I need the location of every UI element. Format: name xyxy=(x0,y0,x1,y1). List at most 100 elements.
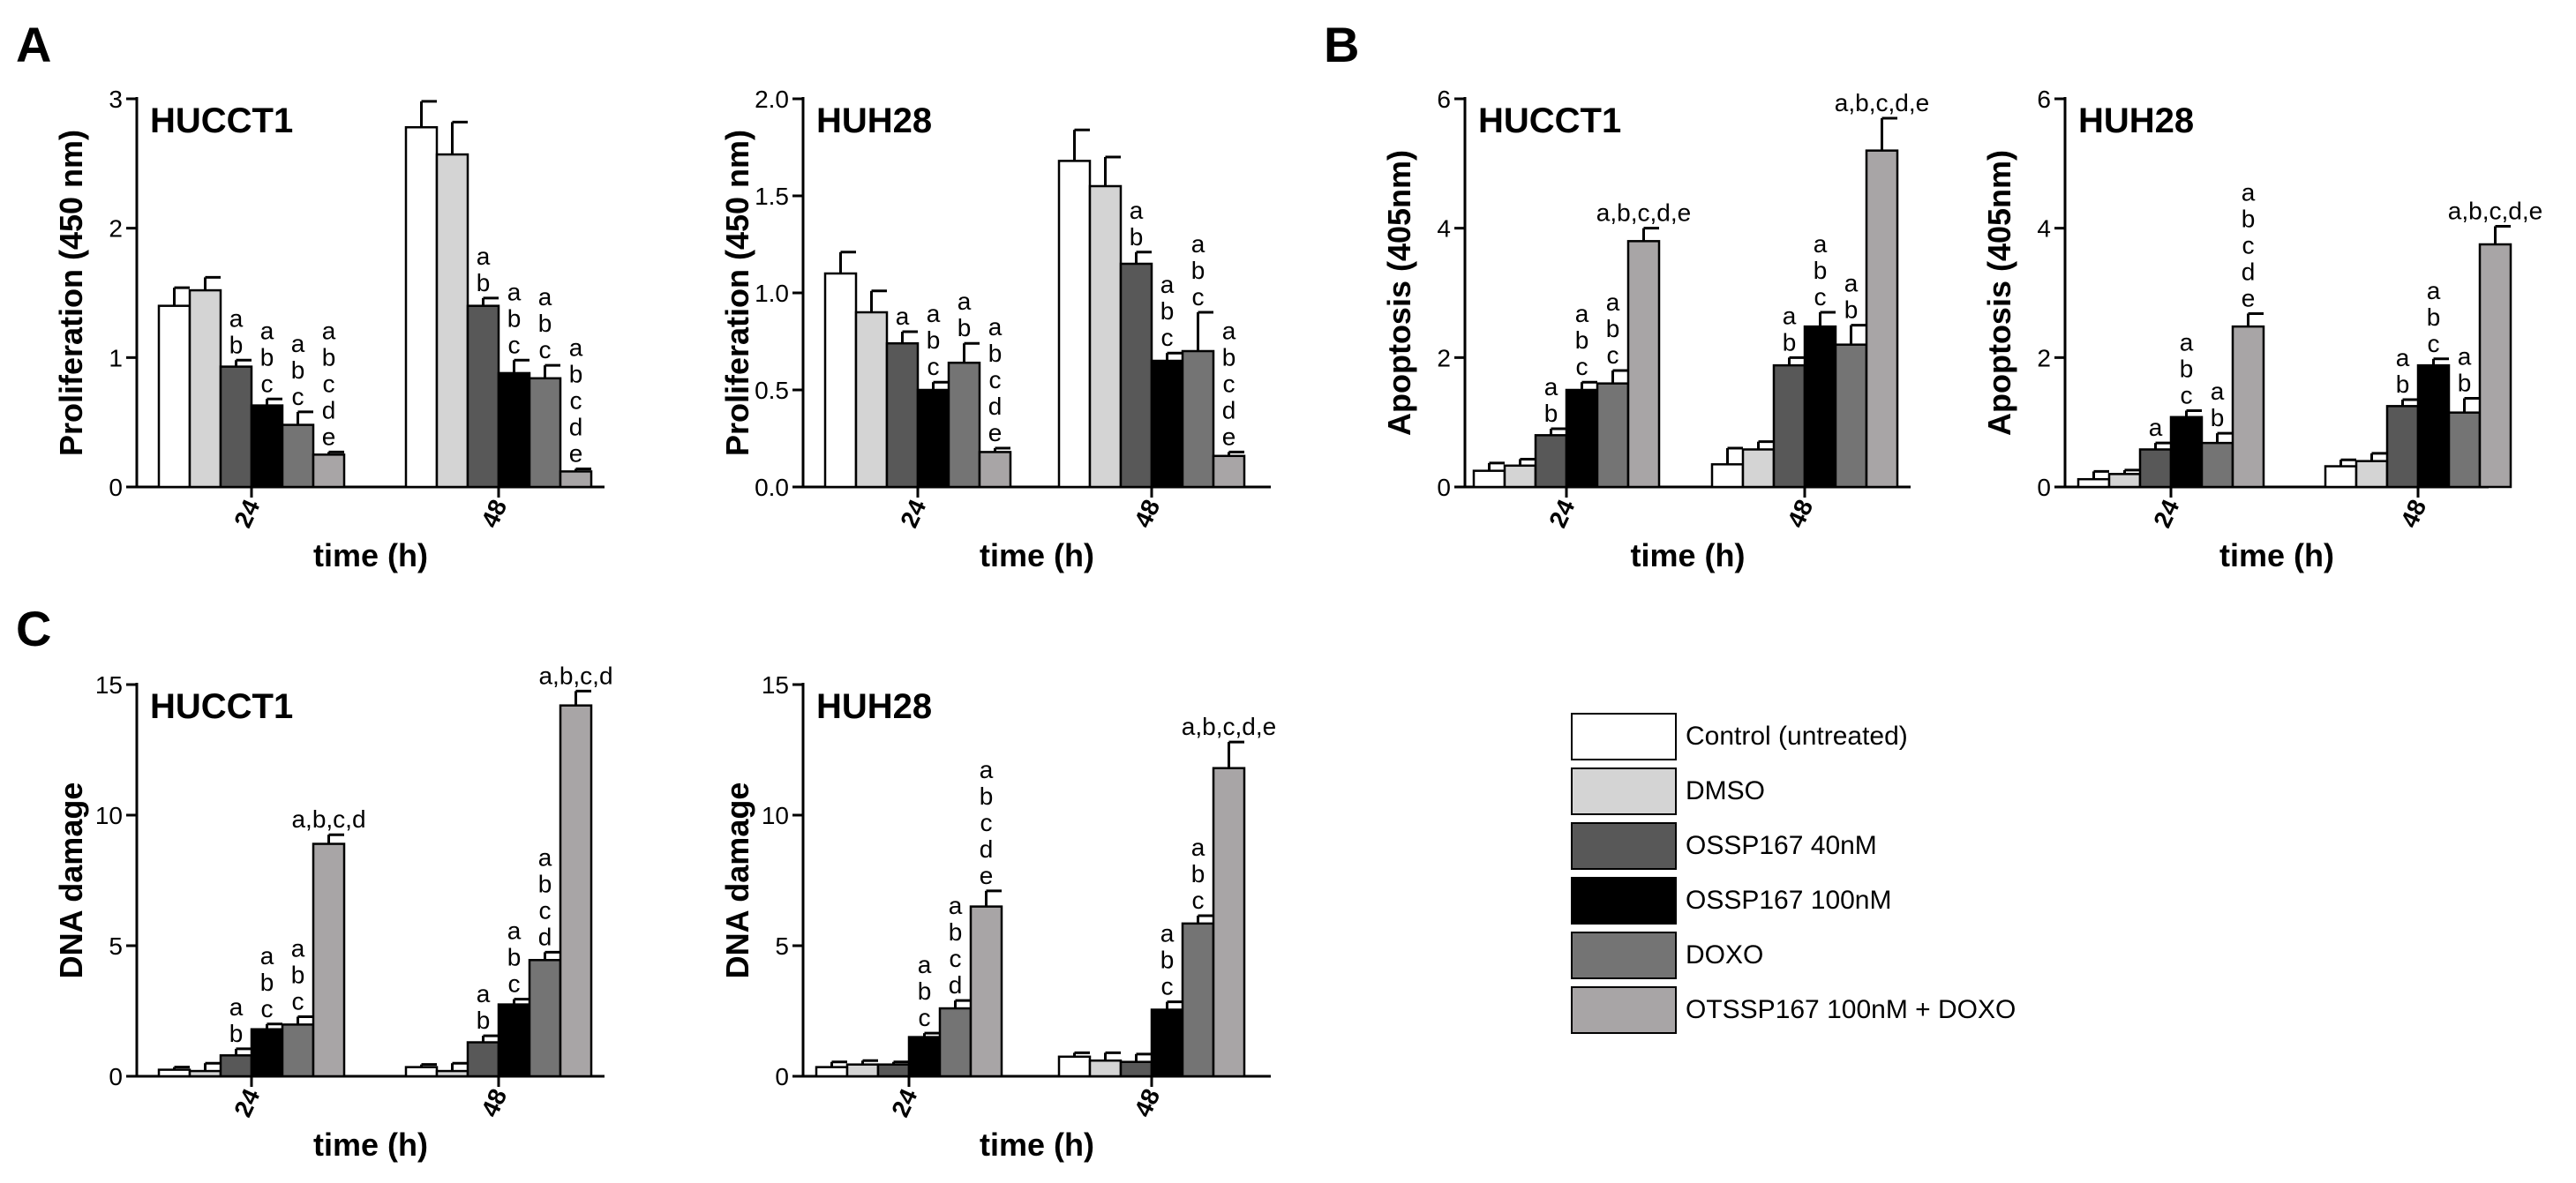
significance-label: c xyxy=(539,336,552,363)
x-tick-label: 48 xyxy=(1129,495,1165,531)
bar xyxy=(281,423,315,489)
significance-label: c xyxy=(2242,231,2255,258)
significance-label: c xyxy=(508,970,521,998)
bar xyxy=(1741,448,1776,489)
significance-label: a,b,c,d,e xyxy=(1835,89,1929,116)
significance-label: a xyxy=(507,278,522,305)
bar xyxy=(2077,477,2111,489)
bar xyxy=(1710,463,1745,489)
significance-label: a xyxy=(980,756,994,783)
legend-item: OSSP167 40nM xyxy=(1571,822,2100,872)
y-tick-label: 5 xyxy=(109,932,123,960)
bar xyxy=(157,304,192,489)
significance-label: a xyxy=(918,951,932,978)
bar xyxy=(1834,343,1868,489)
bar xyxy=(1534,434,1568,489)
y-tick-label: 4 xyxy=(1437,215,1451,243)
significance-label: a xyxy=(1844,270,1859,297)
y-tick-label: 6 xyxy=(2037,86,2051,113)
significance-label: a xyxy=(569,333,583,361)
significance-label: b xyxy=(291,356,305,384)
y-tick-label: 15 xyxy=(95,671,123,699)
legend-label: OSSP167 40nM xyxy=(1686,831,1877,860)
significance-label: c xyxy=(323,370,335,397)
x-axis-label: time (h) xyxy=(980,537,1094,573)
bar xyxy=(1150,359,1184,489)
significance-label: b xyxy=(2211,404,2225,431)
significance-label: b xyxy=(1160,947,1175,974)
significance-label: b xyxy=(949,918,963,946)
y-tick-label: 0 xyxy=(2037,474,2051,501)
y-axis-label: Apoptosis (405nm) xyxy=(1981,150,2017,436)
bar xyxy=(1772,363,1806,489)
bar xyxy=(219,365,253,489)
chart-title: HUCCT1 xyxy=(1478,101,1621,140)
significance-label: a xyxy=(2427,277,2441,304)
legend-item: OTSSP167 100nM + DOXO xyxy=(1571,986,2100,1036)
significance-label: a xyxy=(2211,378,2225,405)
significance-label: a xyxy=(291,935,305,962)
significance-label: e xyxy=(2242,284,2256,311)
bar xyxy=(219,1054,253,1078)
y-tick-label: 10 xyxy=(95,802,123,829)
bar xyxy=(1212,767,1246,1078)
significance-label: a xyxy=(1160,920,1175,947)
significance-label: c xyxy=(950,945,962,972)
y-tick-label: 3 xyxy=(109,86,123,113)
significance-label: d xyxy=(1222,396,1236,423)
significance-label: c xyxy=(1161,973,1174,1000)
y-tick-label: 6 xyxy=(1437,86,1451,113)
legend-label: DMSO xyxy=(1686,776,1765,805)
significance-label: c xyxy=(1192,887,1205,914)
significance-label: c xyxy=(1607,341,1619,369)
significance-label: a xyxy=(896,303,910,330)
y-tick-label: 0 xyxy=(109,1063,123,1090)
significance-label: b xyxy=(538,870,552,897)
bar xyxy=(2324,465,2358,489)
significance-label: b xyxy=(988,340,1003,367)
chart-title: HUH28 xyxy=(2078,101,2194,140)
bar xyxy=(1565,388,1599,489)
significance-label: e xyxy=(1222,423,1236,450)
significance-label: a xyxy=(2458,343,2472,371)
significance-label: a xyxy=(229,304,244,332)
significance-label: b xyxy=(1130,223,1144,251)
legend-swatch xyxy=(1571,932,1677,979)
significance-label: c xyxy=(1192,283,1205,311)
significance-label: b xyxy=(507,304,522,332)
significance-label: a xyxy=(1783,302,1797,329)
significance-label: c xyxy=(539,896,552,924)
bar xyxy=(815,1066,849,1078)
x-tick-label: 48 xyxy=(1782,495,1818,531)
significance-label: b xyxy=(477,269,491,296)
bar xyxy=(1057,1055,1092,1078)
significance-label: e xyxy=(322,423,336,450)
chart-title: HUH28 xyxy=(816,101,932,140)
legend-swatch xyxy=(1571,986,1677,1034)
significance-label: b xyxy=(569,360,583,387)
bar xyxy=(312,453,346,489)
legend-label: OSSP167 100nM xyxy=(1686,886,1892,915)
significance-label: b xyxy=(2458,370,2472,397)
bar xyxy=(2107,473,2142,489)
significance-label: d xyxy=(322,396,336,423)
significance-label: b xyxy=(260,969,274,996)
significance-label: e xyxy=(569,439,583,467)
bar xyxy=(497,1003,531,1078)
x-tick-label: 24 xyxy=(2148,495,2184,532)
y-tick-label: 0.5 xyxy=(755,377,789,404)
bar xyxy=(2200,441,2234,489)
bar xyxy=(876,1063,911,1078)
legend-label: DOXO xyxy=(1686,940,1764,970)
bar xyxy=(250,404,284,489)
significance-label: a xyxy=(2149,414,2163,441)
x-axis-label: time (h) xyxy=(980,1127,1094,1163)
bar xyxy=(1119,262,1153,489)
bar xyxy=(2478,243,2512,489)
y-tick-label: 1 xyxy=(109,344,123,371)
significance-label: a xyxy=(1814,230,1828,258)
bar xyxy=(188,288,222,489)
bar xyxy=(885,341,920,489)
significance-label: a xyxy=(291,330,305,357)
panel-label-b: B xyxy=(1324,17,1360,72)
